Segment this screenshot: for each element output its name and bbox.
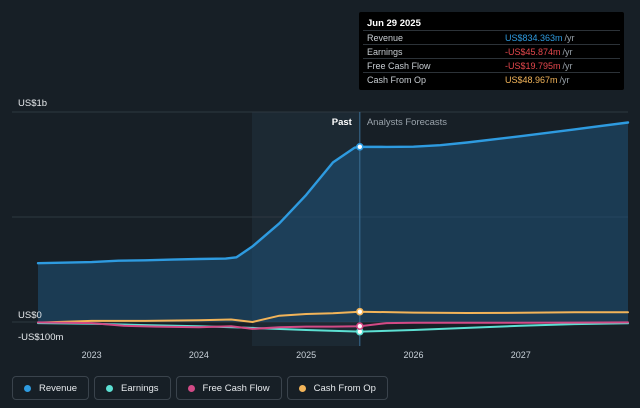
tooltip-row-earnings: Earnings -US$45.874m/yr	[363, 44, 620, 58]
series-line-free-cash-flow	[37, 321, 629, 330]
x-tick-label: 2026	[403, 350, 423, 360]
tooltip-unit: /yr	[562, 61, 573, 71]
x-axis-ticks: 2023 2024 2025 2026 2027	[82, 350, 531, 360]
tooltip-value-text: US$834.363m	[505, 33, 563, 43]
series-line-cash-from-op	[37, 310, 629, 324]
legend-item-free-cash-flow[interactable]: Free Cash Flow	[175, 376, 282, 400]
y-axis-label-zero: US$0	[18, 310, 42, 321]
legend-label: Free Cash Flow	[202, 382, 270, 394]
marker-revenue	[356, 142, 364, 151]
legend-label: Cash From Op	[313, 382, 376, 394]
tooltip-label: Free Cash Flow	[367, 61, 431, 71]
y-axis-label-top: US$1b	[18, 98, 47, 109]
tooltip-unit: /yr	[562, 47, 573, 57]
tooltip-row-free-cash-flow: Free Cash Flow -US$19.795m/yr	[363, 58, 620, 72]
series-layer	[36, 121, 630, 333]
tooltip-label: Cash From Op	[367, 75, 427, 85]
tooltip-value: -US$45.874m/yr	[505, 47, 573, 57]
tooltip: Jun 29 2025 Revenue US$834.363m/yr Earni…	[359, 12, 624, 90]
marker-layer	[356, 142, 364, 336]
forecast-label: Analysts Forecasts	[367, 117, 447, 128]
tooltip-date: Jun 29 2025	[367, 18, 421, 29]
legend-dot-icon	[24, 384, 31, 392]
legend-item-revenue[interactable]: Revenue	[12, 376, 90, 400]
tooltip-label: Revenue	[367, 33, 404, 43]
past-label: Past	[332, 117, 353, 128]
tooltip-unit: /yr	[564, 33, 575, 43]
x-tick-label: 2025	[296, 350, 316, 360]
tooltip-unit: /yr	[559, 75, 570, 85]
tooltip-row-cash-from-op: Cash From Op US$48.967m/yr	[363, 72, 620, 86]
marker-cash-from-op	[356, 307, 364, 316]
tooltip-value-text: -US$19.795m	[505, 61, 561, 71]
marker-free-cash-flow	[356, 322, 364, 330]
series-line-revenue	[36, 121, 630, 265]
x-tick-label: 2023	[82, 350, 102, 360]
y-axis-label-bottom: -US$100m	[18, 332, 63, 343]
legend-dot-icon	[187, 384, 195, 392]
legend-dot-icon	[106, 384, 114, 392]
legend: Revenue Earnings Free Cash Flow Cash Fro…	[12, 376, 388, 400]
tooltip-value-text: US$48.967m	[505, 75, 558, 85]
tooltip-label: Earnings	[367, 47, 403, 57]
x-tick-label: 2027	[511, 350, 531, 360]
legend-label: Earnings	[121, 382, 159, 394]
tooltip-value: US$48.967m/yr	[505, 75, 570, 85]
legend-item-earnings[interactable]: Earnings	[94, 376, 171, 400]
tooltip-value: US$834.363m/yr	[505, 33, 575, 43]
tooltip-row-revenue: Revenue US$834.363m/yr	[363, 30, 620, 44]
legend-item-cash-from-op[interactable]: Cash From Op	[286, 376, 388, 400]
tooltip-value: -US$19.795m/yr	[505, 61, 573, 71]
legend-label: Revenue	[39, 382, 78, 394]
x-tick-label: 2024	[189, 350, 209, 360]
legend-dot-icon	[298, 384, 306, 392]
tooltip-value-text: -US$45.874m	[505, 47, 561, 57]
series-line-earnings	[37, 322, 629, 333]
revenue-area-fill	[38, 122, 628, 322]
